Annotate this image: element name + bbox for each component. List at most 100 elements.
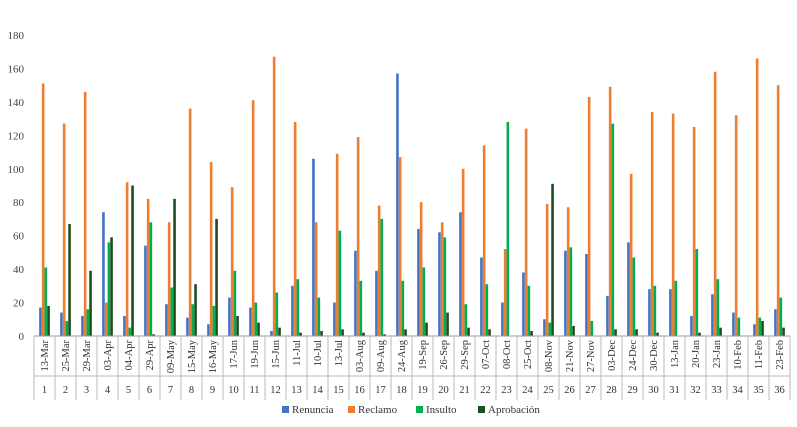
bar-renuncia-32 [690, 315, 693, 336]
bar-insulto-36 [779, 297, 783, 336]
legend-item-aprobación: Aprobación [478, 404, 540, 416]
bar-reclamo-28 [608, 86, 612, 336]
x-index-label: 1 [42, 385, 47, 396]
x-date-label: 17-Jun [229, 339, 240, 368]
bar-renuncia-13 [291, 285, 294, 336]
bar-insulto-35 [758, 317, 762, 336]
bar-insulto-13 [296, 279, 300, 336]
bar-renuncia-1 [39, 307, 42, 336]
bar-reclamo-21 [461, 168, 465, 336]
bar-aprobación-2 [68, 223, 71, 336]
x-index-label: 30 [648, 385, 659, 396]
y-tick-label: 40 [13, 264, 25, 276]
bar-insulto-23 [506, 121, 510, 337]
x-index-label: 8 [189, 385, 194, 396]
legend-item-reclamo: Reclamo [348, 404, 398, 416]
bar-aprobación-4 [110, 237, 113, 336]
x-index-label: 29 [627, 385, 638, 396]
bar-renuncia-19 [417, 228, 420, 336]
x-index-label: 20 [438, 385, 449, 396]
bar-renuncia-15 [333, 302, 336, 336]
bars [39, 56, 785, 337]
bar-insulto-28 [611, 123, 615, 336]
bar-renuncia-16 [354, 250, 357, 336]
bar-insulto-8 [191, 304, 195, 336]
x-index-label: 12 [270, 385, 281, 396]
bar-reclamo-23 [503, 249, 507, 336]
legend-label: Insulto [426, 404, 457, 416]
x-date-label: 19-Jun [250, 339, 261, 368]
x-index-label: 31 [669, 385, 680, 396]
bar-insulto-22 [485, 284, 489, 336]
bar-renuncia-17 [375, 270, 378, 336]
bar-reclamo-32 [692, 126, 696, 336]
bar-renuncia-35 [753, 324, 756, 336]
y-tick-label: 0 [19, 331, 25, 343]
bar-renuncia-23 [501, 302, 504, 336]
bar-reclamo-4 [104, 302, 108, 336]
x-index-label: 10 [228, 385, 239, 396]
bar-renuncia-9 [207, 324, 210, 336]
x-date-label: 29-Sep [460, 340, 471, 370]
bar-aprobación-29 [635, 329, 638, 336]
bar-aprobación-10 [236, 315, 239, 336]
x-date-label: 29-Mar [82, 340, 93, 372]
x-index-label: 3 [84, 385, 89, 396]
bar-reclamo-31 [671, 113, 675, 336]
bar-aprobación-1 [47, 305, 50, 336]
bar-insulto-18 [401, 280, 405, 336]
bar-insulto-26 [569, 247, 573, 336]
bar-aprobación-19 [425, 322, 428, 336]
bar-reclamo-26 [566, 207, 570, 336]
bar-reclamo-22 [482, 145, 486, 336]
x-index-label: 35 [753, 385, 764, 396]
x-index-label: 11 [249, 385, 259, 396]
y-tick-label: 100 [8, 164, 25, 176]
bar-renuncia-34 [732, 312, 735, 336]
bar-insulto-33 [716, 279, 720, 336]
x-date-label: 09-Aug [376, 339, 387, 372]
bar-renuncia-7 [165, 304, 168, 336]
x-index-label: 18 [396, 385, 407, 396]
bar-aprobación-21 [467, 327, 470, 336]
bar-reclamo-29 [629, 173, 633, 336]
bar-insulto-11 [254, 302, 258, 336]
bar-reclamo-7 [167, 222, 171, 336]
x-index-label: 7 [168, 385, 173, 396]
bar-reclamo-34 [734, 115, 738, 337]
bar-renuncia-33 [711, 294, 714, 336]
x-date-label: 23-Feb [775, 340, 786, 370]
bar-reclamo-36 [776, 85, 780, 336]
bar-insulto-15 [338, 230, 342, 336]
legend-item-renuncia: Renuncia [282, 404, 334, 416]
bar-reclamo-25 [545, 203, 549, 336]
x-date-label: 24-Dec [628, 340, 639, 371]
x-index-label: 26 [564, 385, 575, 396]
y-tick-label: 120 [8, 130, 25, 142]
bar-insulto-14 [317, 297, 321, 336]
x-date-label: 13-Jul [334, 340, 345, 366]
bar-reclamo-9 [209, 162, 213, 336]
bar-reclamo-20 [440, 222, 444, 336]
bar-insulto-34 [737, 317, 741, 336]
bar-renuncia-21 [459, 212, 462, 336]
bar-reclamo-19 [419, 202, 423, 336]
bar-renuncia-10 [228, 297, 231, 336]
bar-reclamo-35 [755, 58, 759, 336]
bar-aprobación-24 [530, 330, 533, 336]
bar-renuncia-36 [774, 309, 777, 336]
bar-insulto-17 [380, 218, 384, 336]
x-index-label: 33 [711, 385, 722, 396]
bar-aprobación-35 [761, 320, 764, 336]
bar-insulto-3 [86, 309, 90, 336]
bar-renuncia-14 [312, 158, 315, 336]
bar-renuncia-30 [648, 289, 651, 336]
x-index-label: 24 [522, 385, 533, 396]
x-date-label: 11-Feb [754, 340, 765, 369]
legend-swatch [416, 406, 423, 413]
bar-renuncia-22 [480, 257, 483, 336]
x-index-label: 16 [354, 385, 365, 396]
legend-label: Renuncia [292, 404, 334, 416]
y-tick-label: 80 [13, 197, 25, 209]
bar-reclamo-33 [713, 71, 717, 336]
